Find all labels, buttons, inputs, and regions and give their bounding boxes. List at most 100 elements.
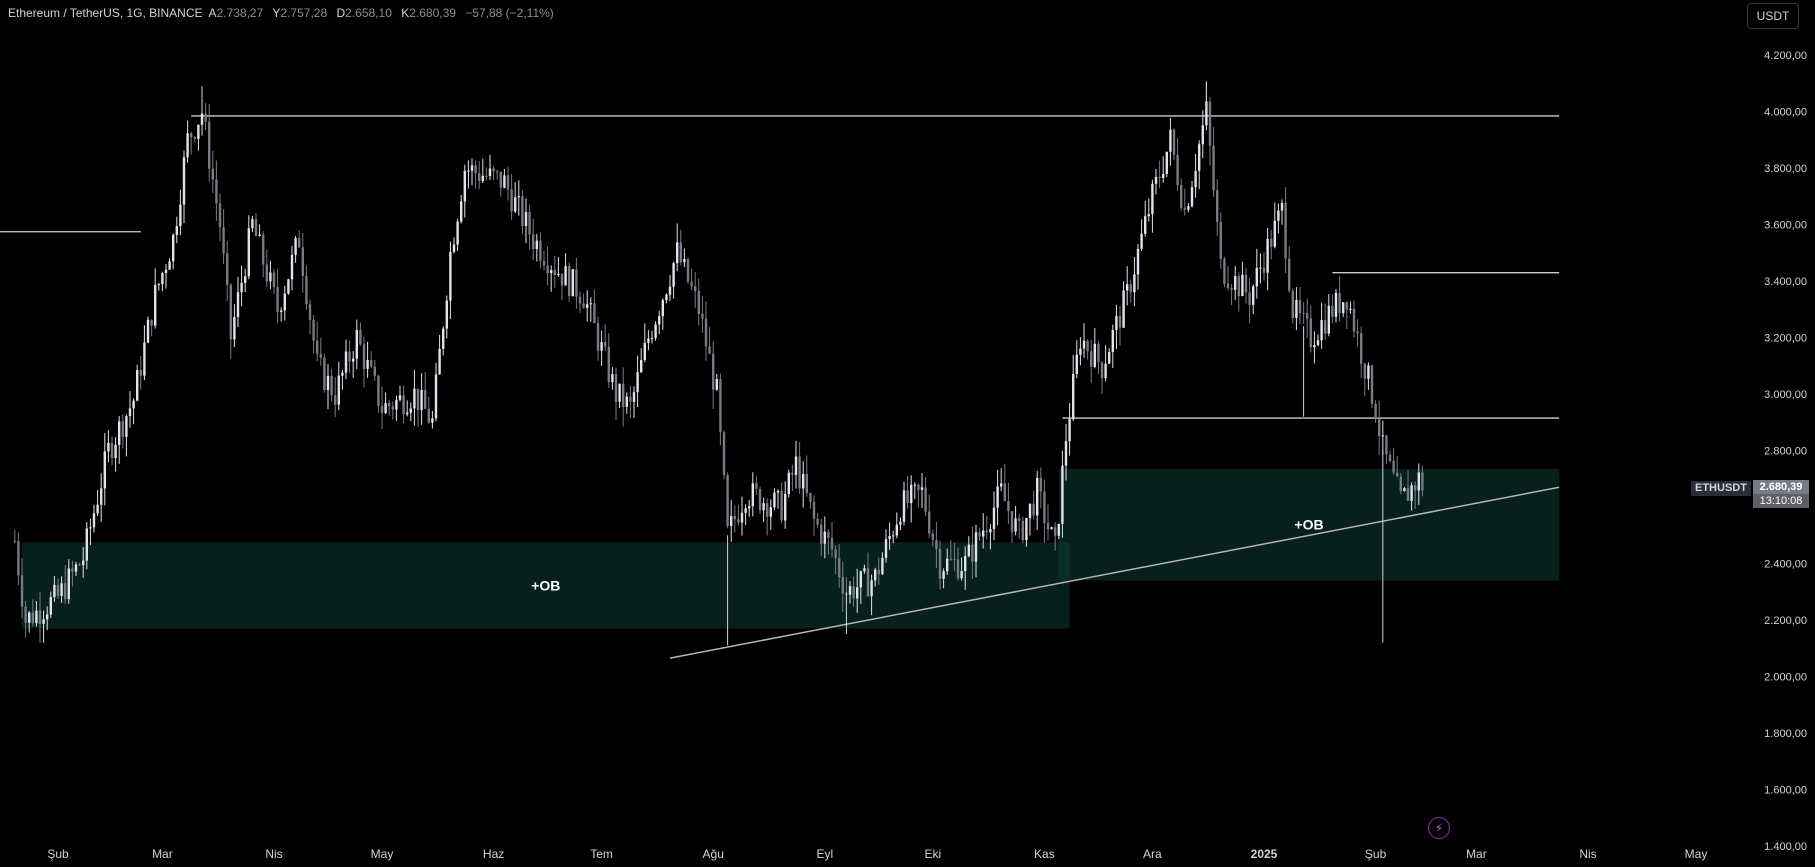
candle-body: [204, 113, 207, 122]
candle-body: [1032, 503, 1035, 516]
symbol-price-tag: ETHUSDT: [1691, 481, 1751, 496]
candle-body: [1406, 488, 1410, 501]
candle-body: [683, 258, 686, 263]
candle-body: [341, 372, 344, 376]
candle-body: [370, 359, 373, 367]
candle-body: [859, 571, 862, 588]
candle-body: [582, 303, 585, 308]
candle-body: [578, 296, 582, 304]
candle-body: [262, 234, 265, 265]
candle-body: [1356, 331, 1359, 334]
candle-body: [53, 584, 56, 598]
candle-body: [276, 287, 279, 312]
candle-body: [1050, 527, 1053, 530]
candle-body: [535, 240, 538, 250]
candle-body: [748, 506, 751, 509]
candle-body: [762, 503, 765, 511]
candle-body: [564, 266, 567, 286]
candle-body: [49, 597, 52, 615]
change-value: −57,88 (−2,11%): [465, 6, 554, 20]
candle-body: [1219, 221, 1222, 259]
candle-body: [874, 569, 877, 581]
candle-body: [301, 247, 304, 276]
candle-body: [899, 521, 902, 525]
candle-body: [848, 586, 852, 595]
low-label: D: [336, 6, 346, 20]
candle-body: [348, 351, 351, 362]
candle-body: [992, 507, 996, 530]
candle-body: [344, 351, 348, 373]
lightning-icon[interactable]: ⚡: [1428, 817, 1450, 839]
drawn-lines: [0, 115, 1560, 659]
candle-body: [524, 212, 528, 227]
candle-body: [1208, 101, 1212, 146]
candle-body: [107, 442, 110, 452]
candle-body: [244, 276, 247, 283]
candle-body: [60, 583, 63, 596]
high-label: Y: [272, 6, 281, 20]
candle-body: [539, 240, 542, 261]
candle-body: [942, 571, 945, 579]
candle-body: [820, 524, 823, 544]
candle-body: [650, 337, 654, 339]
candle-body: [186, 133, 189, 158]
candle-body: [784, 493, 787, 521]
candle-body: [823, 531, 826, 544]
candle-body: [989, 529, 992, 533]
candle-body: [406, 412, 409, 415]
candle-body: [208, 121, 211, 169]
candle-body: [290, 254, 294, 280]
candle-body: [28, 612, 31, 623]
candle-body: [463, 170, 466, 202]
candle-body: [64, 583, 67, 600]
candle-body: [82, 560, 85, 566]
candle-body: [1298, 299, 1302, 313]
candle-body: [168, 261, 171, 270]
candle-body: [1097, 343, 1100, 363]
time-tick-label: Tem: [590, 847, 613, 861]
candle-body: [312, 319, 315, 341]
candle-body: [118, 421, 121, 445]
candle-body: [1331, 305, 1334, 317]
candle-body: [665, 294, 668, 301]
candle-body: [1392, 461, 1395, 473]
candle-body: [1316, 340, 1320, 346]
candle-body: [856, 587, 859, 599]
candle-body: [791, 472, 794, 475]
candle-body: [892, 535, 895, 537]
time-axis[interactable]: Şub Mar Nis May Haz Tem Ağu Eyl Eki Kas Ara 2025 Şub…: [47, 847, 1707, 861]
candle-body: [1028, 503, 1032, 519]
candle-body: [136, 370, 139, 401]
candle-body: [1252, 286, 1255, 305]
candle-body: [1421, 472, 1424, 491]
candle-body: [416, 388, 420, 411]
candle-body: [1154, 176, 1158, 184]
candle-body: [766, 503, 769, 517]
candle-body: [1381, 435, 1384, 437]
candle-body: [1201, 125, 1204, 145]
candle-body: [1100, 362, 1104, 379]
candle-body: [834, 549, 837, 558]
time-tick-label: Nis: [1579, 847, 1596, 861]
candle-body: [913, 484, 916, 486]
candle-body: [391, 406, 394, 410]
candle-body: [1133, 274, 1136, 293]
candle-body: [1136, 248, 1140, 275]
candle-body: [1108, 352, 1111, 364]
currency-button[interactable]: USDT: [1747, 3, 1799, 29]
candle-body: [895, 524, 898, 536]
candle-body: [1338, 292, 1341, 314]
candle-body: [488, 168, 492, 176]
candle-body: [737, 519, 740, 523]
close-value: 2.680,39: [409, 6, 456, 20]
candle-body: [719, 379, 722, 433]
candle-body: [125, 416, 128, 437]
candle-body: [575, 269, 578, 297]
candle-body: [96, 504, 99, 514]
candle-body: [442, 328, 445, 349]
candle-body: [1162, 173, 1165, 178]
candle-body: [1061, 465, 1064, 525]
price-axis[interactable]: 4.200,00 4.000,00 3.800,00 3.600,00 3.400,00…: [1764, 50, 1807, 853]
candle-body: [776, 490, 780, 493]
